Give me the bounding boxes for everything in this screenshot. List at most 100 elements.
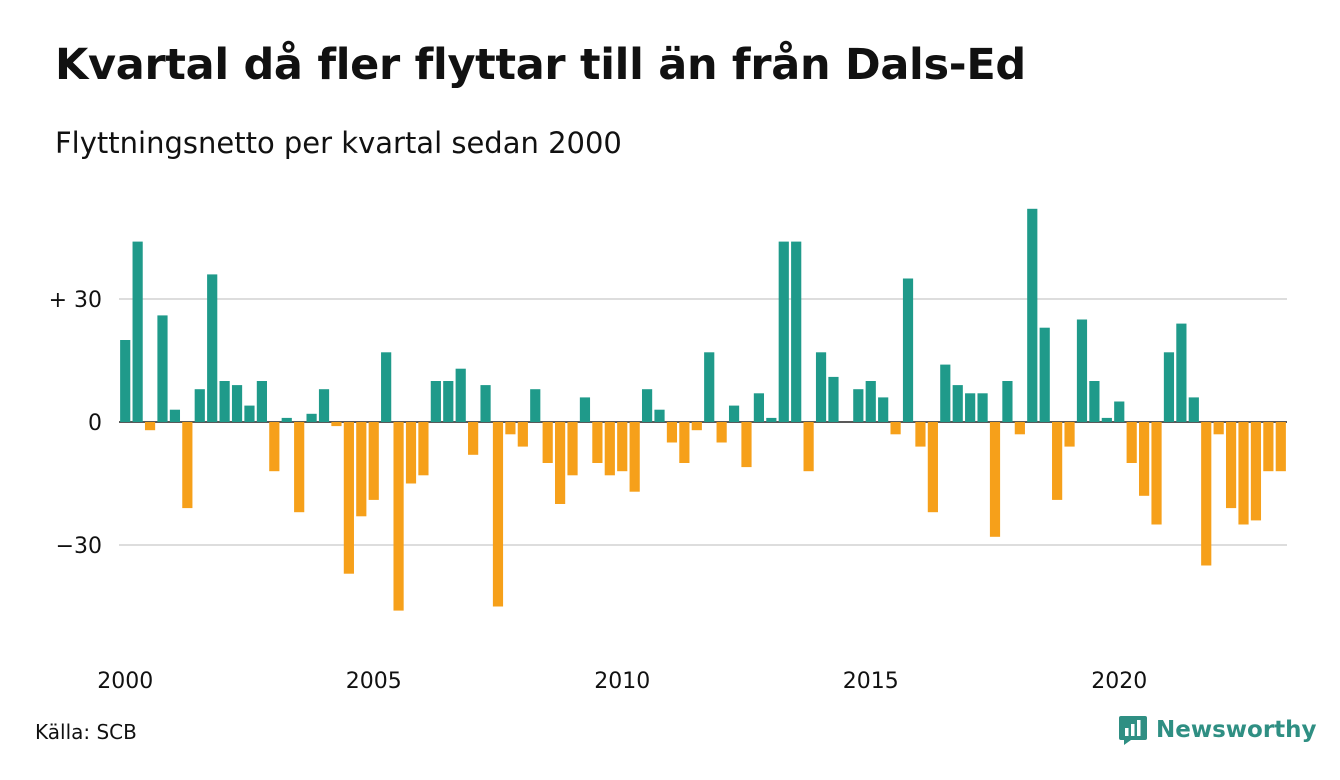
bar-2022-q4 [1250, 422, 1262, 521]
bar-2007-q2 [480, 385, 491, 422]
bar-2016-q2 [927, 422, 938, 513]
x-tick-label: 2020 [1091, 669, 1147, 694]
bar-2004-q2 [331, 422, 342, 427]
bar-2017-q4 [1002, 381, 1013, 422]
bar-2023-q2 [1275, 422, 1286, 472]
bar-2004-q4 [356, 422, 367, 517]
bar-2009-q1 [567, 422, 578, 476]
bar-2006-q4 [455, 368, 466, 422]
bar-2015-q2 [878, 397, 889, 422]
bar-2000-q3 [144, 422, 156, 431]
bar-2014-q2 [828, 376, 839, 422]
bar-2020-q4 [1151, 422, 1162, 525]
bar-2015-q4 [902, 278, 914, 422]
bar-2015-q1 [865, 381, 876, 422]
bar-2007-q1 [468, 422, 479, 455]
bar-2008-q3 [542, 422, 553, 463]
bar-2001-q3 [194, 389, 205, 422]
bar-2006-q3 [443, 381, 454, 422]
bar-2011-q3 [691, 422, 702, 431]
bar-2015-q3 [890, 422, 901, 435]
chart-subtitle: Flyttningsnetto per kvartal sedan 2000 [55, 126, 622, 160]
bar-2010-q3 [641, 389, 653, 422]
brand: Newsworthy [1118, 714, 1317, 746]
bar-2012-q1 [716, 422, 727, 443]
bar-2000-q4 [157, 315, 168, 422]
bar-2002-q2 [231, 385, 243, 422]
bar-2005-q2 [381, 352, 392, 422]
bar-2009-q2 [579, 397, 591, 422]
bar-2001-q4 [207, 274, 218, 422]
bar-2010-q2 [629, 422, 640, 492]
bar-2000-q1 [120, 340, 131, 422]
y-tick-label: 0 [88, 411, 102, 436]
bar-2016-q4 [952, 385, 963, 422]
bar-2003-q2 [281, 417, 292, 422]
bar-2020-q3 [1139, 422, 1150, 496]
bar-2023-q1 [1263, 422, 1274, 472]
bar-2019-q1 [1064, 422, 1075, 447]
bar-2014-q1 [815, 352, 827, 422]
bar-2007-q4 [505, 422, 516, 435]
bar-2003-q4 [306, 413, 317, 422]
bar-2021-q1 [1163, 352, 1175, 422]
bar-2021-q2 [1176, 323, 1187, 422]
bars [120, 208, 1286, 611]
bar-2002-q4 [256, 381, 267, 422]
bar-2001-q2 [182, 422, 193, 509]
bar-2006-q2 [430, 381, 441, 422]
bar-2002-q3 [244, 405, 255, 422]
x-tick-label: 2005 [346, 669, 402, 694]
bar-2011-q2 [679, 422, 690, 463]
bar-2020-q2 [1126, 422, 1137, 463]
bar-2012-q3 [741, 422, 752, 468]
bar-2003-q1 [269, 422, 280, 472]
x-tick-label: 2000 [97, 669, 153, 694]
bar-2008-q4 [555, 422, 566, 504]
bar-2019-q3 [1089, 381, 1100, 422]
bar-2005-q1 [368, 422, 379, 500]
bar-2013-q4 [803, 422, 814, 472]
bar-2017-q1 [965, 393, 976, 422]
bar-2021-q4 [1201, 422, 1212, 566]
y-tick-label: −30 [56, 534, 102, 559]
bar-2019-q2 [1076, 319, 1088, 422]
bar-2005-q4 [405, 422, 417, 484]
bar-2008-q2 [530, 389, 541, 422]
bar-2013-q2 [778, 241, 789, 422]
newsworthy-logo-icon [1119, 716, 1147, 745]
brand-name: Newsworthy [1156, 717, 1317, 743]
x-tick-label: 2015 [843, 669, 899, 694]
bar-2018-q4 [1052, 422, 1063, 500]
bar-2011-q4 [704, 352, 715, 422]
chart-title: Kvartal då fler flyttar till än från Dal… [55, 40, 1026, 90]
bar-2022-q2 [1225, 422, 1237, 509]
bar-2022-q1 [1213, 422, 1224, 435]
bar-2022-q3 [1238, 422, 1249, 525]
y-tick-label: + 30 [49, 288, 102, 313]
bar-2002-q1 [219, 381, 230, 422]
bar-2007-q3 [492, 422, 504, 607]
bar-2006-q1 [418, 422, 429, 476]
bar-2012-q4 [753, 393, 765, 422]
bar-2009-q3 [592, 422, 603, 463]
source-note: Källa: SCB [35, 720, 137, 744]
bar-2005-q3 [393, 422, 404, 611]
bar-2016-q3 [940, 364, 951, 422]
bar-2010-q4 [654, 409, 665, 422]
y-axis-labels: + 30 0 −30 [49, 288, 102, 559]
bar-2013-q1 [766, 417, 777, 422]
bar-2011-q1 [666, 422, 678, 443]
bar-2013-q3 [791, 241, 802, 422]
bar-2012-q2 [728, 405, 740, 422]
bar-2020-q1 [1114, 401, 1125, 422]
bar-2004-q1 [318, 389, 330, 422]
bar-2021-q3 [1188, 397, 1199, 422]
bar-2010-q1 [617, 422, 628, 472]
bar-2014-q4 [853, 389, 864, 422]
x-tick-label: 2010 [594, 669, 650, 694]
bar-2018-q2 [1027, 208, 1038, 422]
bar-2017-q3 [989, 422, 1001, 537]
bar-2016-q1 [915, 422, 926, 447]
